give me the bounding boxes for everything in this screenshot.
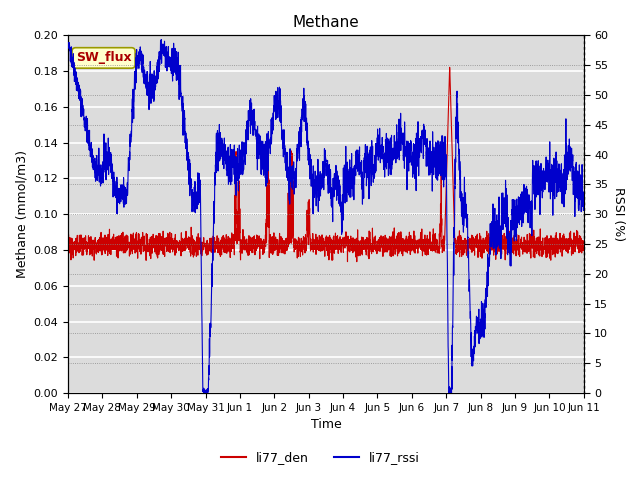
Text: SW_flux: SW_flux	[76, 51, 131, 64]
Legend: li77_den, li77_rssi: li77_den, li77_rssi	[216, 446, 424, 469]
X-axis label: Time: Time	[310, 419, 341, 432]
Y-axis label: Methane (mmol/m3): Methane (mmol/m3)	[15, 150, 28, 278]
Y-axis label: RSSI (%): RSSI (%)	[612, 187, 625, 241]
Title: Methane: Methane	[292, 15, 359, 30]
